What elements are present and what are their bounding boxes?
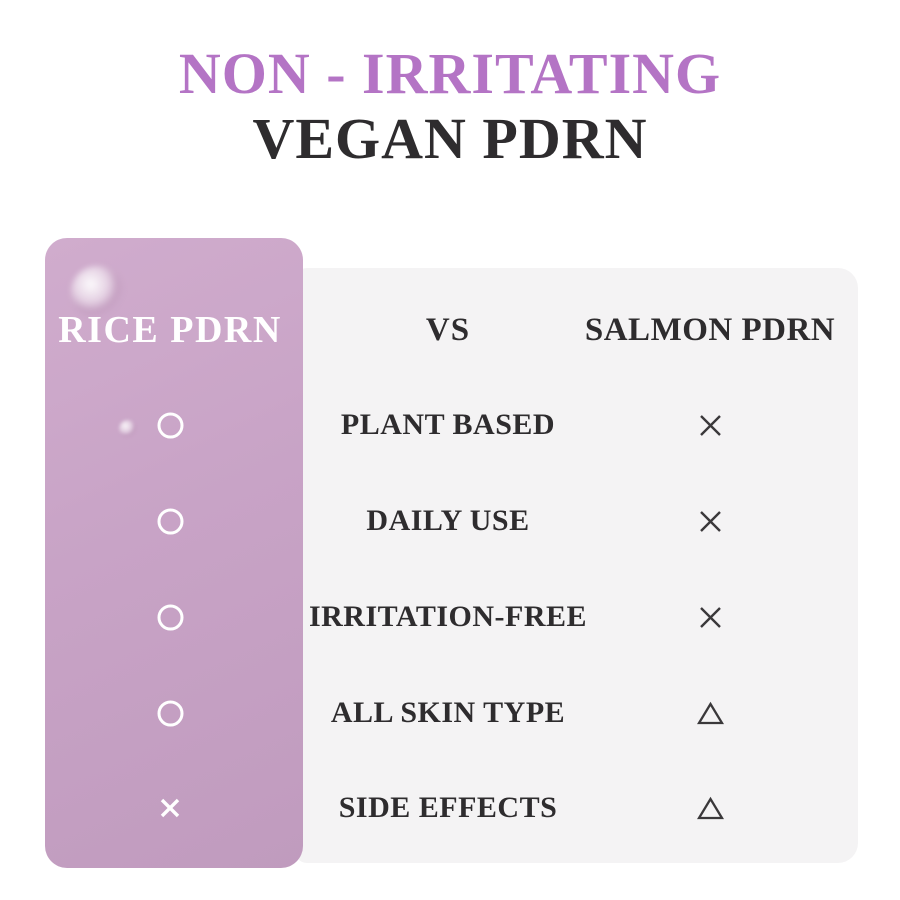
water-bubble-icon — [71, 266, 123, 318]
attribute-label: PLANT BASED — [340, 408, 556, 441]
salmon-pdrn-header: SALMON PDRN — [584, 311, 836, 348]
salmon-triangle-icon — [585, 683, 835, 743]
rice-circle-icon — [45, 587, 295, 647]
attribute-label: ALL SKIN TYPE — [330, 696, 566, 729]
rice-cross-icon — [45, 778, 295, 838]
comparison-table: RICE PDRN VS SALMON PDRN PLANT BASED DAI… — [45, 238, 858, 868]
rice-circle-icon — [45, 395, 295, 455]
page-title: NON - IRRITATING VEGAN PDRN — [0, 41, 900, 172]
rice-circle-icon — [45, 491, 295, 551]
rice-pdrn-header: RICE PDRN — [58, 309, 282, 351]
table-row: DAILY USE — [45, 491, 858, 551]
table-row: IRRITATION-FREE — [45, 587, 858, 647]
salmon-cross-icon — [585, 491, 835, 551]
salmon-triangle-icon — [585, 778, 835, 838]
attribute-label: DAILY USE — [366, 504, 530, 537]
title-line-1: NON - IRRITATING — [178, 41, 722, 106]
table-row: SIDE EFFECTS — [45, 778, 858, 838]
salmon-cross-icon — [585, 395, 835, 455]
vs-label: VS — [425, 311, 471, 348]
rice-circle-icon — [45, 683, 295, 743]
rice-pdrn-panel — [45, 238, 303, 868]
attribute-label: IRRITATION-FREE — [308, 600, 588, 633]
header-row: RICE PDRN VS SALMON PDRN — [45, 300, 858, 360]
attribute-label: SIDE EFFECTS — [338, 791, 558, 824]
salmon-comparison-panel — [295, 268, 858, 863]
table-row: ALL SKIN TYPE — [45, 683, 858, 743]
table-grid: RICE PDRN VS SALMON PDRN PLANT BASED DAI… — [45, 238, 858, 868]
table-row: PLANT BASED — [45, 395, 858, 455]
title-line-2: VEGAN PDRN — [252, 105, 648, 171]
water-droplet-icon — [119, 420, 136, 437]
salmon-cross-icon — [585, 587, 835, 647]
